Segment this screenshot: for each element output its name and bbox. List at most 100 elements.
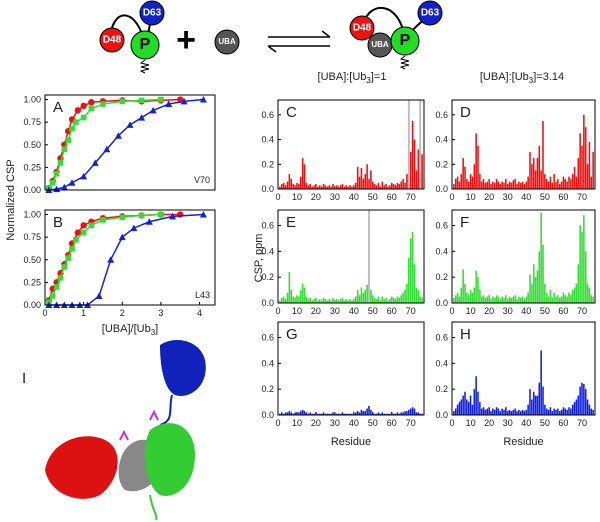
bar [544, 174, 546, 189]
bar [469, 290, 472, 303]
y-tick-label: 0.4 [261, 246, 274, 256]
bar [545, 179, 548, 189]
bar [545, 292, 548, 303]
bar [353, 299, 355, 303]
bar [337, 413, 340, 415]
bar [381, 412, 384, 415]
bar [525, 409, 528, 415]
bar [290, 179, 293, 189]
x-tick-label: 10 [292, 306, 302, 316]
x-axis-label: [UBA]/[Ub3] [102, 323, 158, 337]
bar [581, 382, 583, 415]
bar [573, 287, 576, 303]
bar [458, 296, 461, 303]
bar [536, 395, 539, 415]
bar [527, 292, 529, 303]
point [88, 99, 95, 106]
bar [579, 133, 581, 189]
bar [560, 296, 563, 303]
y-tick-label: 0.2 [435, 384, 448, 394]
bar [284, 412, 287, 415]
bar [462, 269, 464, 303]
bar [516, 299, 518, 303]
bar [354, 182, 357, 189]
y-tick-label: 0.4 [261, 358, 274, 368]
bar [334, 300, 336, 303]
bar [471, 404, 474, 415]
bar [324, 185, 327, 189]
bar [411, 407, 414, 415]
bar [577, 395, 580, 415]
bar [499, 299, 502, 303]
bar [404, 182, 406, 189]
x-tick-label: 50 [540, 306, 550, 316]
bar [387, 186, 389, 189]
bar [583, 384, 585, 415]
bar [579, 225, 581, 303]
point [138, 114, 146, 121]
bar [364, 290, 367, 303]
bar [518, 296, 520, 303]
bar [460, 287, 463, 303]
bar [307, 185, 310, 189]
point [69, 246, 75, 252]
point [177, 211, 184, 218]
bar [503, 297, 505, 303]
bar [404, 290, 406, 303]
point [61, 264, 68, 270]
bar [454, 295, 457, 303]
bar [335, 299, 338, 303]
bar [475, 133, 477, 189]
x-tick-label: 40 [521, 192, 531, 202]
point [88, 222, 95, 229]
x-tick-label: 20 [311, 418, 321, 428]
y-tick-label: 0.2 [261, 272, 274, 282]
bar [286, 412, 289, 415]
bar [394, 299, 397, 303]
point [74, 107, 82, 114]
bar [326, 413, 329, 415]
text: ]=3.14 [533, 71, 564, 83]
bar [473, 389, 476, 415]
bar [400, 295, 403, 303]
x-tick-label: 20 [484, 192, 494, 202]
bar [482, 295, 485, 303]
bar [282, 413, 285, 415]
point [74, 229, 82, 236]
x-tick-label: 30 [330, 418, 340, 428]
x-tick-label: 0 [449, 418, 454, 428]
text: 3 [366, 76, 371, 85]
bar [516, 411, 518, 415]
x-tick-label: 0 [42, 308, 47, 318]
bar [318, 413, 321, 415]
bar [506, 299, 509, 303]
bar [532, 391, 535, 415]
x-tick-label: 20 [311, 192, 321, 202]
bar [324, 413, 327, 415]
bar [322, 297, 325, 303]
bar [505, 295, 507, 303]
bar [497, 181, 500, 189]
d48-node [99, 27, 125, 53]
bar [299, 411, 302, 415]
x-tick-label: 50 [368, 192, 378, 202]
bar [349, 299, 351, 303]
bar [334, 413, 336, 415]
bar [288, 272, 291, 303]
d63-node [417, 0, 443, 26]
text: 3 [151, 328, 156, 337]
bar [480, 408, 483, 415]
bar [492, 296, 494, 303]
bar [318, 185, 321, 189]
panel-label: B [53, 214, 63, 231]
bar [305, 412, 308, 415]
bar [398, 413, 401, 415]
bar [549, 290, 552, 303]
bar [531, 399, 533, 415]
bar [328, 413, 330, 415]
bar [508, 296, 511, 303]
bar [305, 182, 308, 189]
bar [475, 376, 477, 415]
bar [469, 395, 472, 415]
x-tick-label: 50 [540, 192, 550, 202]
